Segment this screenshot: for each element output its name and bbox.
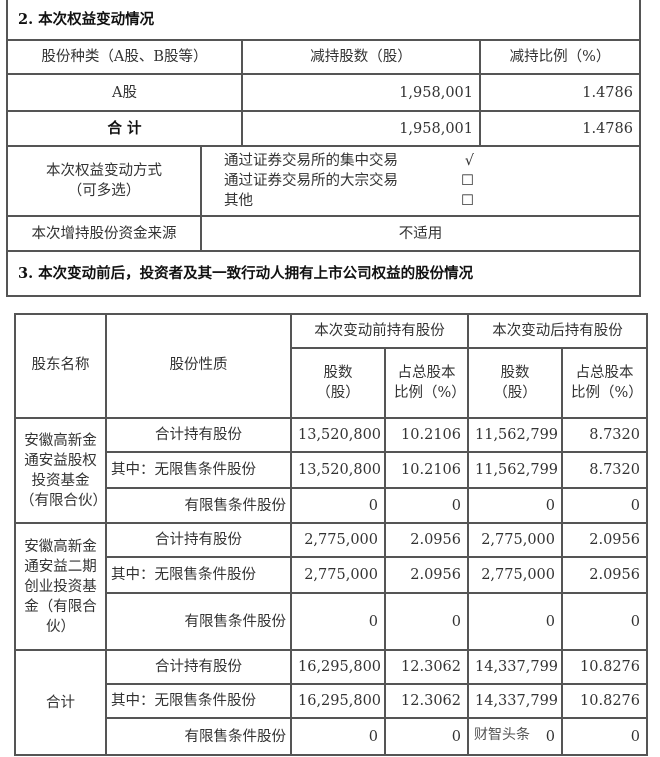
cell-value: 13,520,800 — [290, 417, 386, 453]
header-shares: 股数（股） — [290, 347, 386, 419]
header-after: 本次变动后持有股份 — [467, 313, 648, 349]
checkmark-icon: √ — [464, 153, 474, 169]
cell-value: 12.3062 — [384, 683, 469, 719]
share-nature: 其中：无限售条件股份 — [105, 683, 292, 719]
cell-value: 13,520,800 — [290, 451, 386, 489]
table-row: 合计 合计持有股份 16,295,800 12.3062 14,337,799 10.82… — [14, 649, 648, 756]
share-nature: 合计持有股份 — [105, 522, 292, 558]
cell-value: 2.0956 — [384, 522, 469, 558]
cell-value: 2,775,000 — [290, 522, 386, 558]
holder-name: 安徽高新金通安益股权投资基金（有限合伙） — [14, 417, 107, 524]
table-row: 有限售条件股份 0 0 0 0 — [15, 717, 648, 756]
share-nature: 有限售条件股份 — [105, 717, 292, 756]
table-row: 安徽高新金通安益二期创业投资基金（有限合伙） 合计持有股份 2,775,000 2.0… — [14, 522, 648, 651]
cell-value: 16,295,800 — [290, 683, 386, 719]
cell-value: 10.8276 — [561, 683, 648, 719]
cell-value: 0 — [290, 592, 386, 651]
header-before: 本次变动前持有股份 — [290, 313, 469, 349]
table-row: 其中：无限售条件股份 16,295,800 12.3062 14,337,799 10.… — [15, 683, 648, 719]
holder-name: 合计 — [14, 649, 107, 756]
checkbox-icon: ☐ — [461, 193, 474, 209]
header-holder-name: 股东名称 — [14, 313, 107, 419]
fund-source-value: 不适用 — [200, 215, 641, 252]
table-row: 有限售条件股份 0 0 0 0 — [15, 592, 648, 651]
cell-value: 0 — [561, 717, 648, 756]
option-other[interactable]: 其他 ☐ — [224, 191, 474, 211]
cell-value: 0 — [384, 592, 469, 651]
cell-value: 12.3062 — [384, 649, 469, 685]
option-centralized[interactable]: 通过证券交易所的集中交易 √ — [224, 151, 474, 171]
shareholding-table: 股东名称 股份性质 本次变动前持有股份 本次变动后持有股份 股数（股） 占总股本比例（%… — [14, 313, 648, 756]
cell-value: 10.2106 — [384, 417, 469, 453]
method-label: 本次权益变动方式 （可多选） — [6, 145, 202, 217]
share-nature: 合计持有股份 — [105, 649, 292, 685]
equity-change-table: 2. 本次权益变动情况 股份种类（A股、B股等） 减持股数（股） 减持比例（%） A… — [6, 0, 641, 297]
header-reduced-shares: 减持股数（股） — [241, 39, 481, 75]
cell-value: 2,775,000 — [467, 556, 563, 594]
header-ratio: 占总股本比例（%） — [384, 347, 469, 419]
header-reduced-ratio: 减持比例（%） — [479, 39, 641, 75]
table-row: 其中：无限售条件股份 2,775,000 2.0956 2,775,000 2.0956 — [15, 556, 648, 594]
cell-value: 10.8276 — [561, 649, 648, 685]
method-label-text: 本次权益变动方式 — [46, 163, 162, 179]
cell-value: 0 — [384, 487, 469, 524]
cell-value: 11,562,799 — [467, 451, 563, 489]
table-row: 其中：无限售条件股份 13,520,800 10.2106 11,562,799 8.7… — [15, 451, 648, 489]
section2-title: 2. 本次权益变动情况 — [6, 0, 641, 41]
share-nature: 有限售条件股份 — [105, 487, 292, 524]
cell-value: 2,775,000 — [467, 522, 563, 558]
cell-value: 0 — [384, 717, 469, 756]
section3-title: 3. 本次变动前后，投资者及其一致行动人拥有上市公司权益的股份情况 — [6, 250, 641, 297]
watermark-logo: 财智头条 — [474, 727, 530, 743]
cell-value: 2.0956 — [561, 556, 648, 594]
checkbox-icon: ☐ — [461, 173, 474, 189]
cell-value: 14,337,799 — [467, 649, 563, 685]
cell-value: 8.7320 — [561, 451, 648, 489]
holder-name: 安徽高新金通安益二期创业投资基金（有限合伙） — [14, 522, 107, 651]
row-shares: 1,958,001 — [241, 73, 481, 112]
cell-value: 0 — [467, 487, 563, 524]
cell-value: 0 — [467, 717, 563, 756]
total-label: 合 计 — [6, 110, 243, 147]
share-nature: 合计持有股份 — [105, 417, 292, 453]
cell-value: 0 — [290, 487, 386, 524]
header-ratio: 占总股本比例（%） — [561, 347, 648, 419]
cell-value: 16,295,800 — [290, 649, 386, 685]
row-type: A股 — [6, 73, 243, 112]
fund-source-label: 本次增持股份资金来源 — [6, 215, 202, 252]
cell-value: 0 — [561, 487, 648, 524]
share-nature: 有限售条件股份 — [105, 592, 292, 651]
option-block-trade[interactable]: 通过证券交易所的大宗交易 ☐ — [224, 171, 474, 191]
cell-value: 2.0956 — [384, 556, 469, 594]
total-ratio: 1.4786 — [479, 110, 641, 147]
cell-value: 0 — [290, 717, 386, 756]
cell-value: 2,775,000 — [290, 556, 386, 594]
method-options: 通过证券交易所的集中交易 √ 通过证券交易所的大宗交易 ☐ 其他 ☐ — [200, 145, 641, 217]
method-sub-text: （可多选） — [67, 183, 141, 199]
total-shares: 1,958,001 — [241, 110, 481, 147]
option-label: 通过证券交易所的集中交易 — [224, 153, 398, 169]
header-share-type: 股份种类（A股、B股等） — [6, 39, 243, 75]
cell-value: 0 — [467, 592, 563, 651]
option-label: 其他 — [224, 193, 253, 209]
cell-value: 14,337,799 — [467, 683, 563, 719]
share-nature: 其中：无限售条件股份 — [105, 451, 292, 489]
table-row: 安徽高新金通安益股权投资基金（有限合伙） 合计持有股份 13,520,800 10.2… — [14, 417, 648, 524]
table-row: 有限售条件股份 0 0 0 0 — [15, 487, 648, 524]
cell-value: 2.0956 — [561, 522, 648, 558]
cell-value: 11,562,799 — [467, 417, 563, 453]
cell-value: 10.2106 — [384, 451, 469, 489]
cell-value: 8.7320 — [561, 417, 648, 453]
header-shares: 股数（股） — [467, 347, 563, 419]
header-share-nature: 股份性质 — [105, 313, 292, 419]
share-nature: 其中：无限售条件股份 — [105, 556, 292, 594]
cell-value: 0 — [561, 592, 648, 651]
row-ratio: 1.4786 — [479, 73, 641, 112]
option-label: 通过证券交易所的大宗交易 — [224, 173, 398, 189]
